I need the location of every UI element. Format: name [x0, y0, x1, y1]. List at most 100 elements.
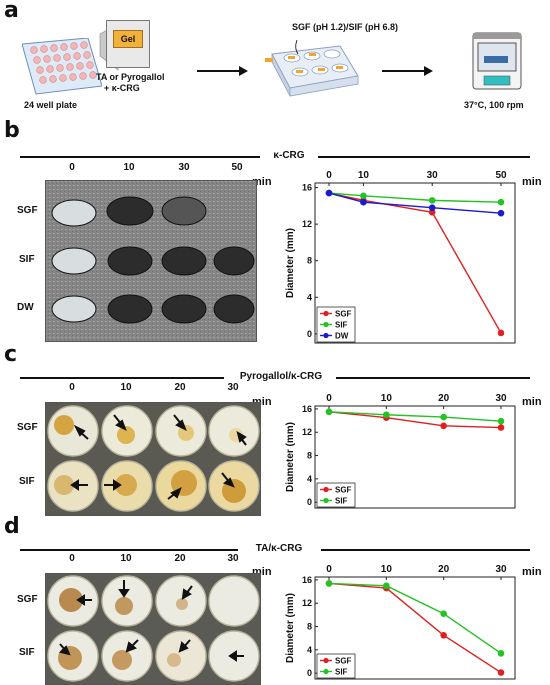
data-point-sif	[497, 198, 505, 206]
y-tick-label: 4	[307, 645, 312, 655]
series-line-sgf	[328, 582, 502, 674]
time-label: 10	[120, 553, 132, 564]
chart-c: 0 10 20 30 0 4 8 12 16 Diameter (mm) SGF SIF	[285, 393, 516, 509]
data-point-sif	[428, 197, 436, 204]
plot-frame	[314, 405, 516, 509]
incubator-illustration	[472, 32, 522, 90]
row-label: SIF	[19, 647, 35, 658]
x-tick-label: 20	[438, 564, 450, 575]
panel-c-letter: c	[4, 342, 18, 367]
panel-d-title: TA/κ-CRG	[255, 543, 303, 554]
row-label: SIF	[19, 254, 35, 265]
panel-b-letter: b	[4, 118, 20, 143]
time-label: 10	[120, 382, 132, 393]
y-tick-label: 4	[307, 474, 312, 484]
series-line-dw	[328, 192, 502, 214]
legend-marker	[323, 332, 329, 339]
x-tick-label: 30	[495, 393, 507, 404]
y-tick-label: 16	[302, 575, 312, 585]
row-label: SGF	[17, 594, 38, 605]
data-point-sif	[497, 650, 505, 657]
x-tick-label: 30	[427, 170, 439, 181]
y-tick-label: 12	[302, 427, 312, 437]
legend-marker	[323, 321, 329, 328]
data-point-sif	[497, 417, 505, 425]
data-point-sif	[440, 413, 447, 421]
panel-c-title: Pyrogallol/κ-CRG	[239, 371, 323, 382]
y-tick-label: 0	[307, 668, 312, 678]
series-line-sgf	[328, 411, 502, 429]
well-plate-with-gels-illustration	[265, 39, 359, 97]
gel-label: Gel	[113, 30, 143, 48]
y-tick-label: 8	[307, 256, 312, 266]
data-point-sif	[440, 610, 447, 618]
panel-b-title: κ-CRG	[273, 150, 305, 161]
panel-d-rule-right	[321, 549, 530, 551]
row-label: SGF	[17, 422, 38, 433]
incubation-label: 37°C, 100 rpm	[464, 100, 524, 110]
y-tick-label: 0	[307, 497, 312, 507]
x-tick-label: 30	[495, 564, 507, 575]
data-point-sgf	[440, 631, 447, 639]
data-point-sgf	[497, 329, 505, 337]
legend-marker	[323, 497, 329, 504]
legend-label: SGF	[335, 657, 352, 666]
data-point-dw	[325, 189, 333, 197]
legend-marker	[323, 668, 329, 675]
row-label: SGF	[17, 205, 38, 216]
data-point-sif	[383, 582, 390, 590]
plate-label: 24 well plate	[24, 100, 78, 110]
time-label: 0	[69, 162, 75, 173]
chart-b: 0 10 30 50 0 4 8 12 16 Diameter (mm) SGF SIF DW	[285, 170, 516, 344]
y-tick-label: 12	[302, 219, 312, 229]
legend-label: SGF	[335, 486, 352, 495]
y-tick-label: 16	[302, 183, 312, 193]
panel-b-rule-right	[318, 156, 530, 158]
x-tick-label: 10	[358, 170, 370, 181]
x-tick-label: 10	[381, 564, 393, 575]
series-line-sif	[328, 192, 502, 203]
y-axis-label: Diameter (mm)	[285, 422, 296, 492]
plot-frame	[314, 576, 516, 680]
reagent-label-2: + κ-CRG	[104, 83, 140, 93]
data-point-dw	[497, 209, 505, 217]
data-point-sgf	[497, 424, 505, 431]
legend-label: SIF	[335, 497, 348, 506]
row-label: DW	[17, 302, 34, 313]
panel-d-letter: d	[4, 514, 20, 539]
y-tick-label: 8	[307, 622, 312, 632]
row-label: SIF	[19, 476, 35, 487]
legend-label: SIF	[335, 668, 348, 677]
x-tick-label: 0	[326, 393, 332, 404]
time-label: 20	[174, 553, 186, 564]
legend-marker	[323, 486, 329, 493]
legend-label: DW	[335, 332, 349, 341]
legend-label: SGF	[335, 310, 352, 319]
time-label: 30	[227, 382, 239, 393]
data-point-dw	[428, 204, 436, 211]
chart-b-unit: min	[522, 176, 542, 188]
time-label: 30	[178, 162, 190, 173]
arrow-right-icon	[382, 66, 433, 76]
time-label: 10	[123, 162, 135, 173]
panel-b-photo	[45, 180, 257, 342]
x-tick-label: 20	[438, 393, 450, 404]
chart-d: 0 10 20 30 0 4 8 12 16 Diameter (mm) SGF SIF	[285, 564, 516, 680]
panel-c-rule-right	[336, 377, 530, 379]
arrow-right-icon	[197, 66, 248, 76]
time-label: 20	[174, 382, 186, 393]
x-tick-label: 0	[326, 170, 332, 181]
legend-marker	[323, 657, 329, 664]
data-point-sif	[325, 408, 333, 416]
time-label: 30	[227, 553, 239, 564]
chart-d-unit: min	[522, 566, 542, 578]
legend-box	[316, 653, 356, 679]
series-line-sif	[328, 411, 502, 422]
y-tick-label: 8	[307, 451, 312, 461]
fluids-label: SGF (pH 1.2)/SIF (pH 6.8)	[292, 22, 399, 32]
series-line-sgf	[328, 192, 502, 334]
data-point-dw	[360, 198, 367, 206]
data-point-sgf	[428, 208, 436, 216]
y-axis-label: Diameter (mm)	[285, 593, 296, 663]
x-tick-label: 10	[381, 393, 393, 404]
